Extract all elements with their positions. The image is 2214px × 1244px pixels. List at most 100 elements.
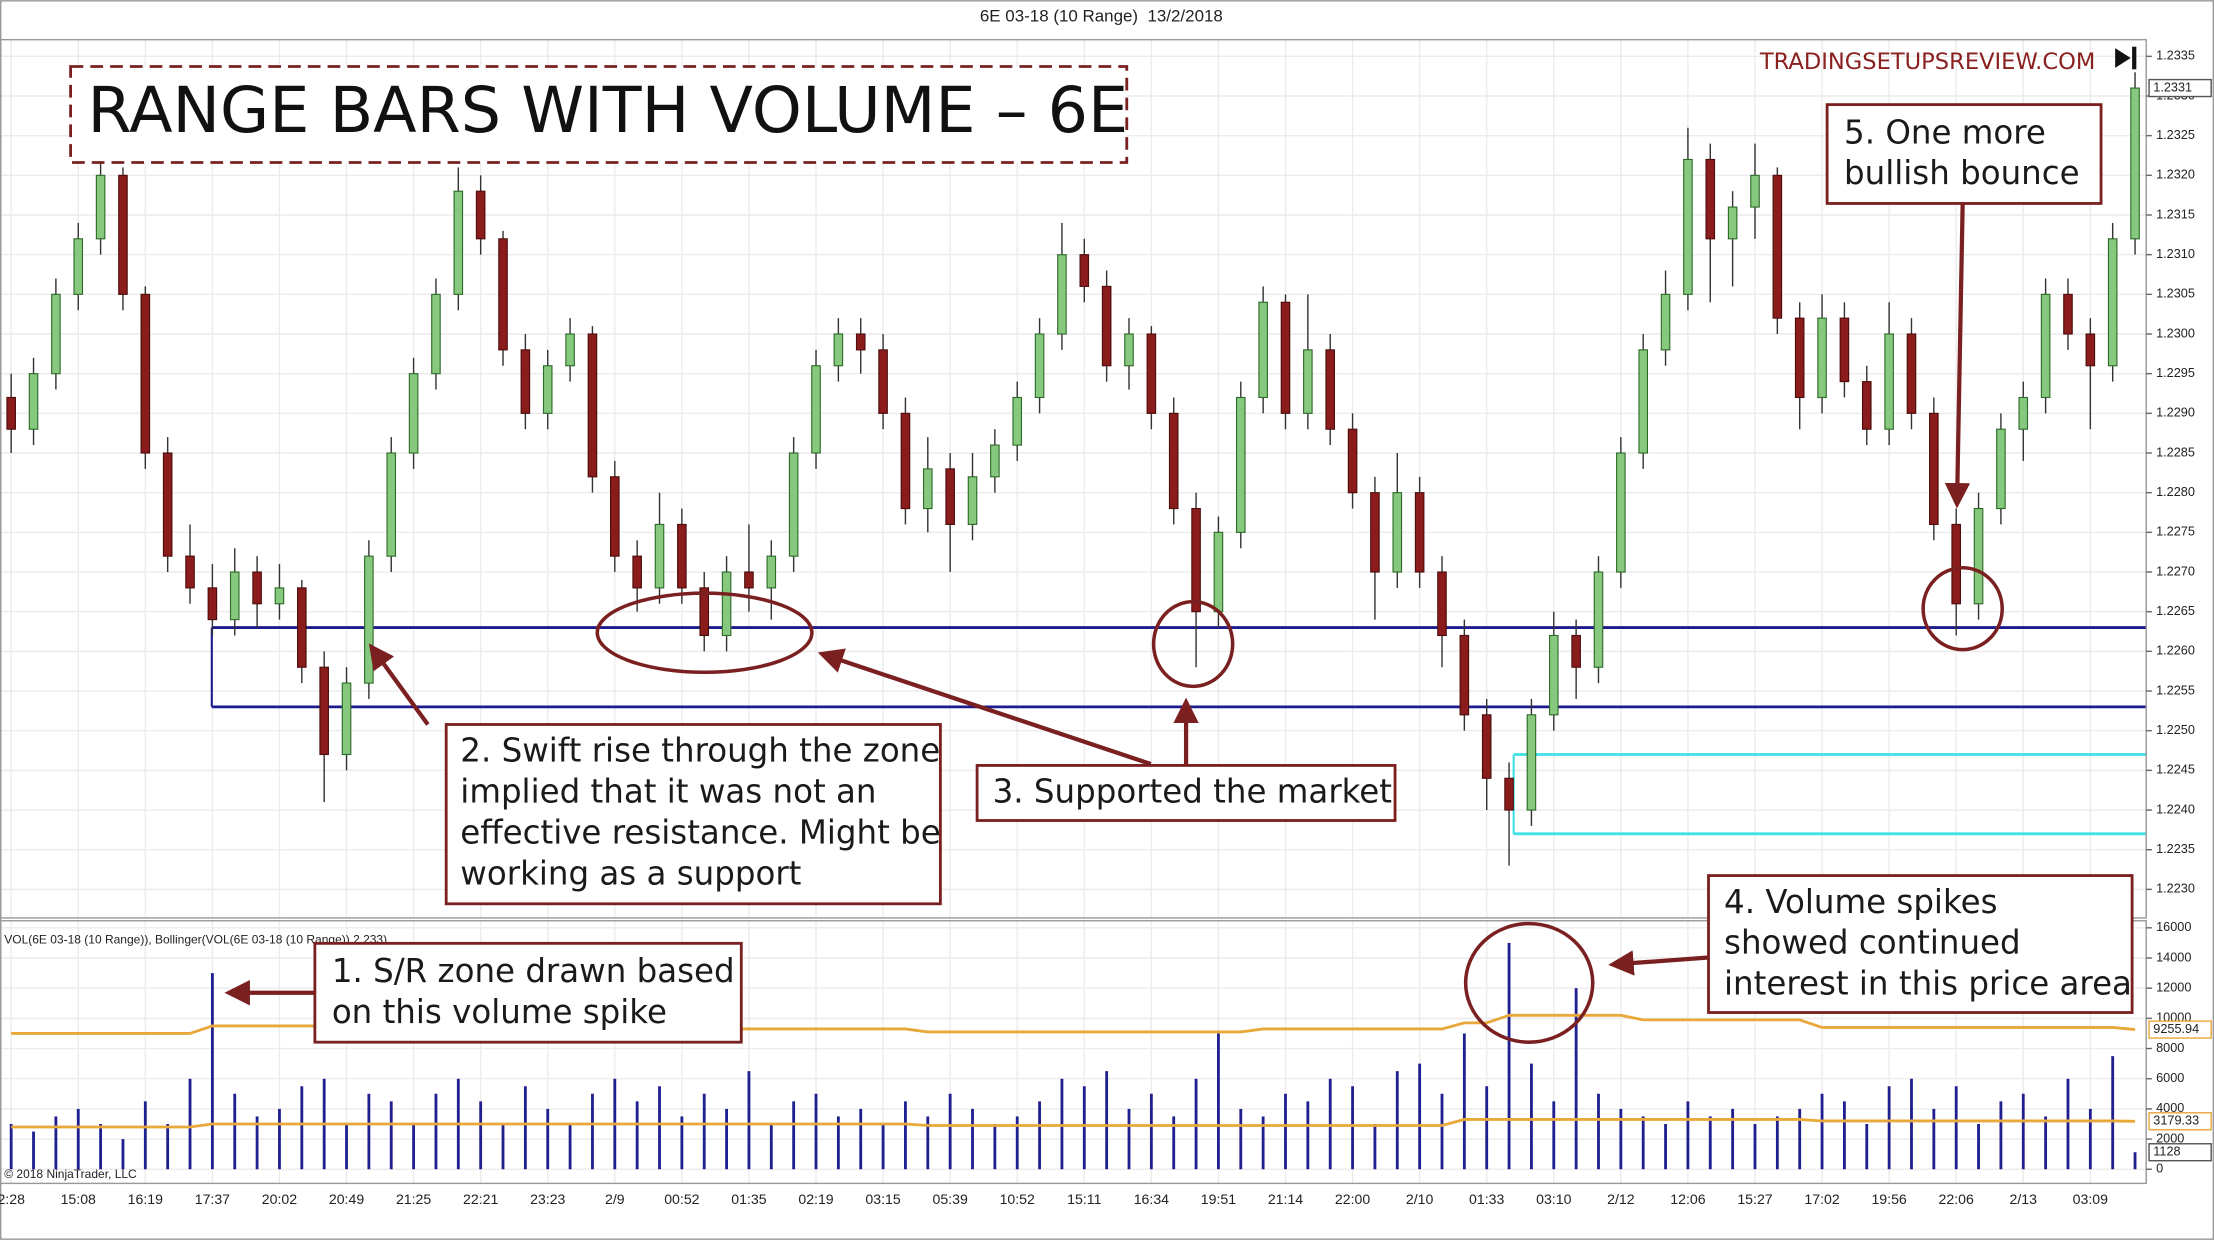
y-tick-label: 6000 [2156, 1071, 2184, 1085]
candle-body [1951, 523, 1961, 605]
candle-body [677, 523, 687, 589]
candle-body [1996, 428, 2006, 510]
candle-body [1370, 492, 1380, 573]
last-value-box [2148, 1143, 2212, 1162]
x-tick-label: 10:52 [1000, 1191, 1035, 1207]
x-tick-label: 21:25 [396, 1191, 431, 1207]
last-value-box [2148, 78, 2212, 98]
candle-body [2063, 293, 2073, 335]
candle-body [922, 468, 933, 510]
x-tick-label: 17:02 [1804, 1191, 1839, 1207]
candle-body [498, 238, 508, 351]
annotation-text: effective resistance. Might be [460, 814, 940, 852]
annotation-text: showed continued [1724, 924, 2021, 962]
candle-body [140, 293, 151, 454]
y-tick-label: 1.2305 [2156, 287, 2195, 301]
candle-body [1750, 174, 1760, 208]
candle-body [610, 476, 620, 557]
x-tick-label: 02:19 [798, 1191, 833, 1207]
y-tick-label: 1.2300 [2156, 326, 2195, 340]
candle-body [274, 587, 285, 605]
candle-body [1191, 507, 1201, 613]
candle-body [811, 365, 821, 454]
play-icon[interactable] [2115, 48, 2131, 68]
candle-body [900, 412, 911, 510]
candle-body [319, 666, 329, 756]
title-box [69, 65, 1129, 164]
y-tick-label: 1.2295 [2156, 366, 2195, 380]
candle-body [1481, 714, 1492, 779]
x-tick-label: 2/12 [1607, 1191, 1635, 1207]
copyright: © 2018 NinjaTrader, LLC [4, 1167, 137, 1181]
indicator-label: VOL(6E 03-18 (10 Range)), Bollinger(VOL(… [4, 933, 387, 947]
x-tick-label: 2/9 [605, 1191, 625, 1207]
x-tick-label: 16:34 [1134, 1191, 1169, 1207]
candle-body [364, 555, 374, 684]
y-tick-label: 1.2270 [2156, 564, 2195, 578]
candle-body [654, 523, 665, 589]
candle-body [1101, 285, 1112, 367]
annotation-text: on this volume spike [332, 993, 667, 1031]
x-tick-label: 23:23 [530, 1191, 565, 1207]
y-tick-label: 1.2325 [2156, 128, 2195, 142]
y-tick-label: 1.2315 [2156, 207, 2195, 221]
annotation-text: implied that it was not an [460, 773, 876, 811]
candle-body [95, 174, 106, 240]
candle-body [2040, 293, 2051, 399]
annotation-box [444, 723, 942, 906]
x-tick-label: 2:28 [0, 1191, 25, 1207]
last-value-box [2148, 1112, 2212, 1131]
candle-body [1057, 254, 1067, 335]
candle-body [1973, 507, 1984, 605]
candle-body [1861, 381, 1872, 430]
x-tick-label: 03:09 [2073, 1191, 2108, 1207]
candle-body [1168, 412, 1179, 510]
candle-body [207, 587, 218, 621]
y-tick-label: 16000 [2156, 920, 2191, 934]
candle-body [1459, 634, 1470, 716]
candle-body [1839, 317, 1850, 383]
x-tick-label: 22:00 [1335, 1191, 1370, 1207]
candle-body [744, 571, 754, 589]
candle-body [721, 571, 732, 637]
candle-body [1347, 428, 1358, 494]
candle-body [1280, 301, 1291, 414]
candle-body [1884, 333, 1894, 430]
candle-body [587, 333, 598, 478]
candle-body [297, 587, 307, 668]
annotation-text: 3. Supported the market [993, 773, 1392, 811]
candle-body [855, 333, 866, 351]
candle-body [1727, 206, 1738, 240]
x-tick-label: 15:11 [1067, 1191, 1101, 1207]
candle-body [1325, 349, 1336, 430]
annotation-text: working as a support [460, 855, 801, 893]
candle-body [431, 293, 441, 375]
candle-body [28, 373, 39, 430]
candle-body [565, 333, 575, 367]
x-tick-label: 12:06 [1670, 1191, 1705, 1207]
annotation-box [975, 764, 1397, 822]
candle-body [990, 444, 1000, 478]
candle-body [185, 555, 195, 589]
bar-icon[interactable] [2132, 46, 2137, 70]
candle-body [1124, 333, 1134, 367]
highlight-ring [1151, 599, 1235, 689]
watermark: TRADINGSETUPSREVIEW.COM [1759, 49, 2096, 75]
candle-body [386, 452, 397, 557]
candle-body [632, 555, 642, 589]
x-tick-label: 2/10 [1406, 1191, 1434, 1207]
y-tick-label: 1.2285 [2156, 445, 2195, 459]
last-value-box [2148, 1020, 2212, 1039]
chart-title: RANGE BARS WITH VOLUME – 6E [88, 73, 1129, 147]
x-tick-label: 22:06 [1939, 1191, 1974, 1207]
candle-body [520, 349, 531, 414]
y-tick-label: 1.2235 [2156, 842, 2195, 856]
candle-body [162, 452, 173, 557]
y-tick-label: 1.2255 [2156, 683, 2195, 697]
candle-body [1794, 317, 1805, 399]
candle-body [1079, 254, 1090, 287]
candle-body [453, 190, 464, 295]
candle-body [1303, 349, 1313, 414]
scroll-end-button[interactable] [2115, 46, 2137, 70]
